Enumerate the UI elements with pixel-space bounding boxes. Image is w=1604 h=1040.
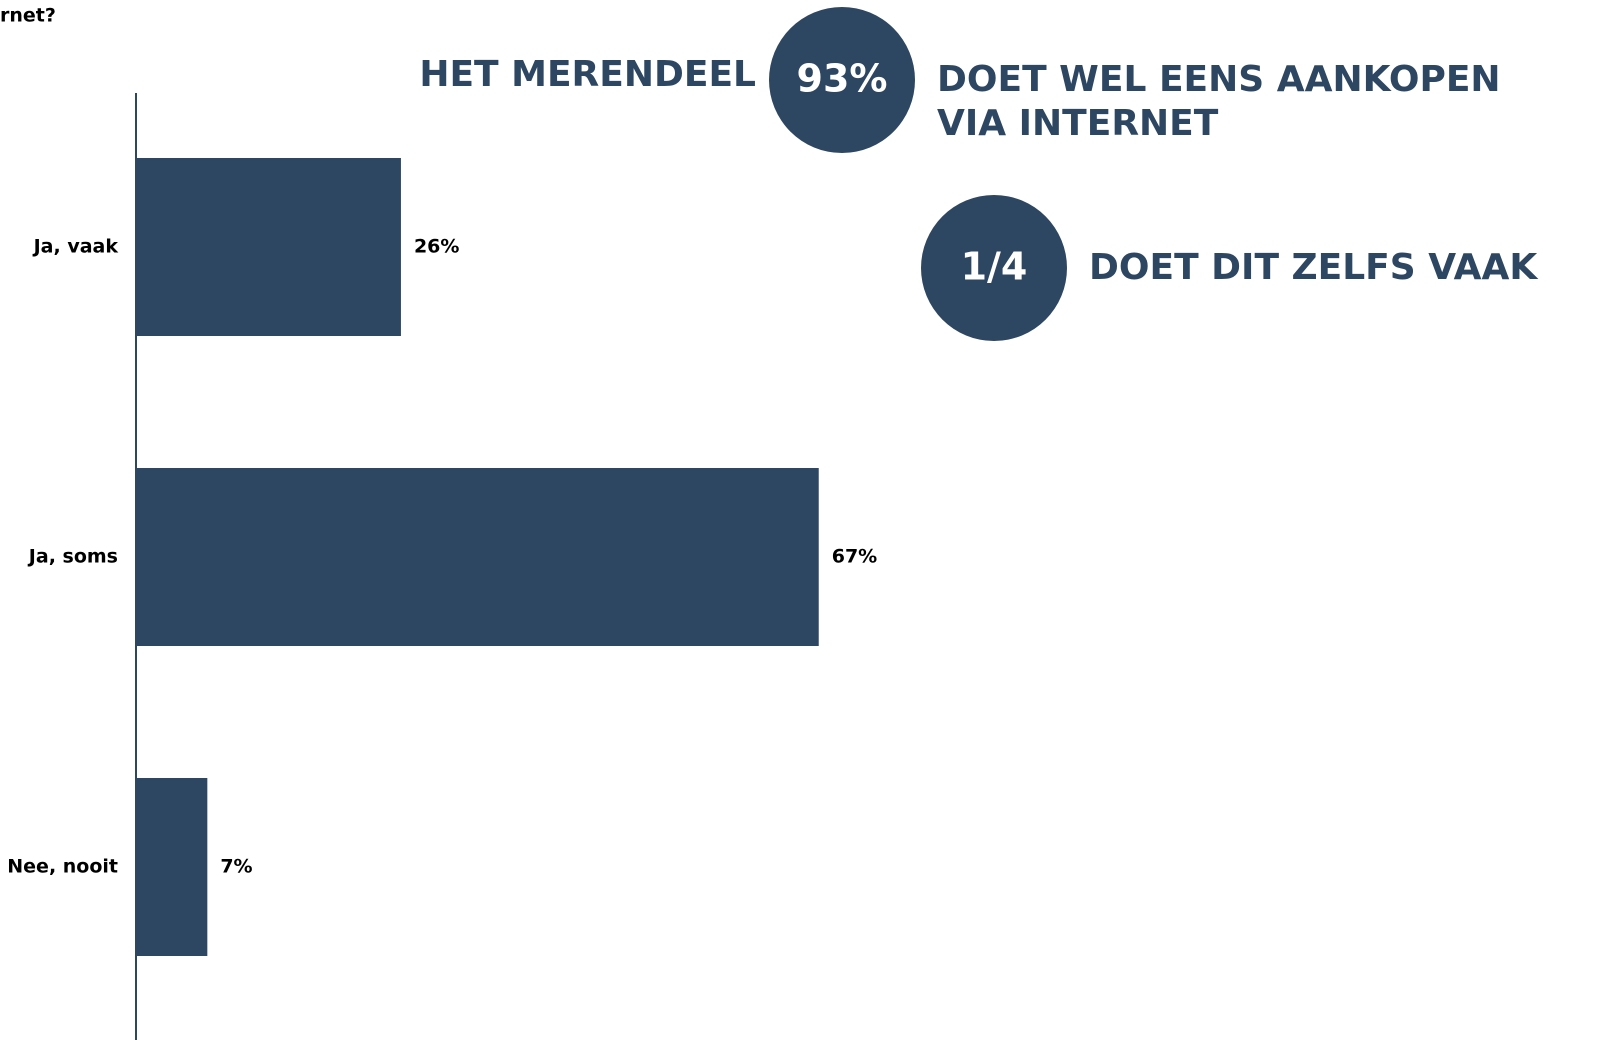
badge-circle [769,7,915,153]
value-label: 67% [832,546,877,568]
chart-title: rnet? [0,5,56,27]
annotation-text: HET MERENDEEL [419,54,756,95]
category-label: Ja, soms [27,546,118,568]
bar [136,158,401,336]
annotation-text: DOET WEL EENS AANKOPEN [937,59,1501,100]
bar [136,778,208,956]
category-label: Nee, nooit [7,856,118,878]
badge-text: 1/4 [961,245,1028,289]
value-label: 26% [414,236,459,258]
badge-circle [921,195,1067,341]
annotation-text: VIA INTERNET [937,103,1219,144]
bar [136,468,819,646]
annotation-text: DOET DIT ZELFS VAAK [1089,247,1538,288]
value-label: 7% [220,856,252,878]
category-label: Ja, vaak [32,236,119,258]
badge-text: 93% [797,57,888,101]
